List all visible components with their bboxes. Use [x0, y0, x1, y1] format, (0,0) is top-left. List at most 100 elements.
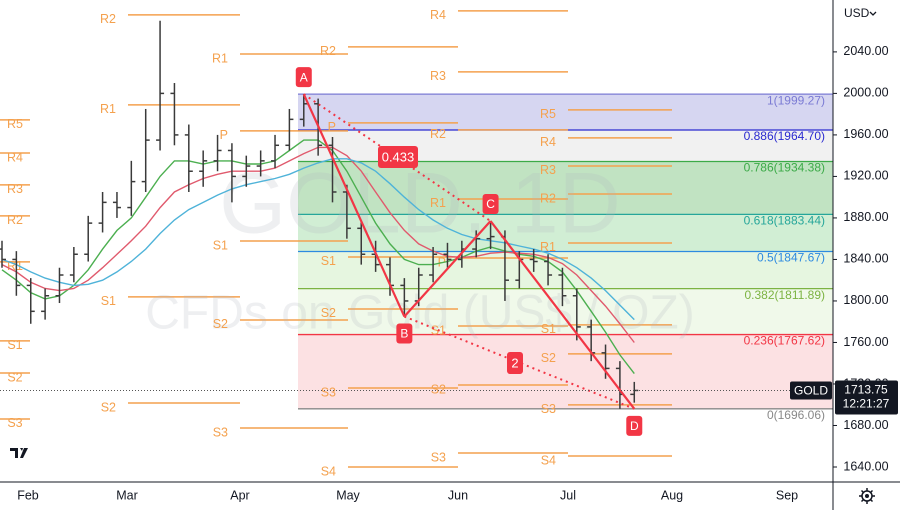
pivot-label: S3: [213, 425, 228, 439]
fib-label: 0.786(1934.38): [744, 161, 825, 175]
pivot-label: S2: [541, 351, 556, 365]
pattern-point-box: [396, 323, 413, 344]
y-tick-label: 1840.00: [843, 252, 888, 266]
pattern-annotation-box: [378, 146, 418, 168]
plot: 1(1999.27) 0.886(1964.70) 0.786(1934.38) 0.…: [0, 8, 833, 478]
fib-label: 0.382(1811.89): [744, 288, 825, 302]
plot-background: [0, 10, 833, 468]
symbol-tag: [790, 381, 832, 400]
fib-label: 1(1999.27): [767, 93, 825, 107]
y-tick-label: 1920.00: [843, 169, 888, 183]
pivot-label: S4: [321, 464, 336, 478]
pivot-label: R5: [7, 117, 23, 131]
moving-average: [1, 158, 635, 321]
x-tick-label: Apr: [230, 488, 249, 502]
price-tag-countdown: 12:21:27: [843, 397, 890, 411]
y-tick-label: 1960.00: [843, 127, 888, 141]
pivot-label: S2: [213, 317, 228, 331]
fib-band: [298, 334, 833, 409]
y-tick-label: 1800.00: [843, 293, 888, 307]
y-tick-label: 1760.00: [843, 335, 888, 349]
pivot-label: R1: [430, 196, 446, 210]
watermark: GOLD, 1D: [219, 156, 620, 252]
pivot-label: R2: [320, 44, 336, 58]
fib-label: 0.236(1767.62): [744, 334, 825, 348]
pivot-label: R3: [540, 163, 556, 177]
y-tick-label: 1640.00: [843, 459, 888, 473]
currency[interactable]: USD: [844, 6, 870, 20]
pivot-label: R2: [100, 12, 116, 26]
y-tick-label: 1880.00: [843, 210, 888, 224]
pivot-label: S2: [101, 400, 116, 414]
pivot-label: R2: [540, 191, 556, 205]
pivot-label: S1: [213, 238, 228, 252]
pivot-label: S1: [321, 254, 336, 268]
pattern-leg: [403, 220, 492, 318]
pivot-label: S2: [7, 370, 22, 384]
x-tick-label: Jul: [560, 488, 576, 502]
y-tick-label: 1680.00: [843, 418, 888, 432]
pattern-point-label: C: [486, 197, 495, 211]
price-axis: [833, 0, 900, 510]
x-tick-label: Mar: [116, 488, 138, 502]
pivot-label: R5: [540, 107, 556, 121]
pattern-point-label: D: [630, 419, 639, 433]
y-tick-label: 2040.00: [843, 44, 888, 58]
pivot-label: R3: [430, 69, 446, 83]
fib-label: 0.886(1964.70): [744, 129, 825, 143]
fib-label: 0.618(1883.44): [744, 214, 825, 228]
fib-band: [298, 94, 833, 131]
pivot-label: S2: [321, 306, 336, 320]
pivot-label: S4: [541, 453, 556, 467]
price-tag: [835, 380, 898, 415]
pivot-label: S2: [431, 382, 446, 396]
pivot-label: S3: [7, 416, 22, 430]
fib-label: 0.5(1847.67): [757, 251, 825, 265]
pattern-annotation: 2: [511, 355, 518, 370]
pattern-annotation-box: [507, 352, 523, 374]
pivot-label: R2: [430, 127, 446, 141]
pivot-label: R1: [540, 240, 556, 254]
pivot-label: R1: [212, 51, 228, 65]
pivot-label: R2: [7, 213, 23, 227]
pivot-label: S3: [541, 402, 556, 416]
fib-band: [298, 161, 833, 215]
x-tick-label: Sep: [776, 488, 798, 502]
pattern-ratio-line: [303, 93, 492, 222]
pattern-leg: [489, 220, 636, 410]
pivot-label: R4: [540, 135, 556, 149]
pattern-point-box: [295, 67, 312, 88]
y-tick-label: 2000.00: [843, 86, 888, 100]
symbol-tag-label: GOLD: [794, 384, 828, 398]
pattern-annotation: 0.433: [382, 149, 415, 164]
currency-dropdown[interactable]: [869, 11, 877, 16]
tradingview-logo[interactable]: [4, 437, 34, 467]
pivot-label: S1: [101, 294, 116, 308]
x-tick-label: May: [336, 488, 360, 502]
pivot-label: R1: [100, 102, 116, 116]
pattern-point-box: [482, 194, 499, 215]
pivot-label: S3: [321, 385, 336, 399]
pivot-label: S3: [431, 450, 446, 464]
fib-band: [298, 214, 833, 252]
pivot-label: S1: [7, 338, 22, 352]
pivot-label: R4: [7, 150, 23, 164]
pivot-label: R3: [7, 182, 23, 196]
pattern-point-label: B: [400, 327, 408, 341]
pivot-label: P: [328, 120, 336, 134]
watermark-subtitle: CFDs on Gold (US$ / OZ): [145, 287, 694, 340]
settings-icon[interactable]: [859, 488, 875, 504]
x-tick-label: Feb: [17, 488, 39, 502]
pattern-point-box: [626, 415, 643, 436]
x-tick-label: Jun: [448, 488, 468, 502]
x-tick-label: Aug: [661, 488, 683, 502]
price-tag-value: 1713.75: [844, 383, 888, 397]
pattern-leg: [302, 93, 406, 317]
pivot-label: R4: [430, 8, 446, 22]
pivot-label: P: [220, 128, 228, 142]
time-axis: [0, 482, 833, 510]
fib-label: 0(1696.06): [767, 408, 825, 422]
axis: 1640.001680.001720.001760.001800.001840.…: [17, 44, 898, 502]
